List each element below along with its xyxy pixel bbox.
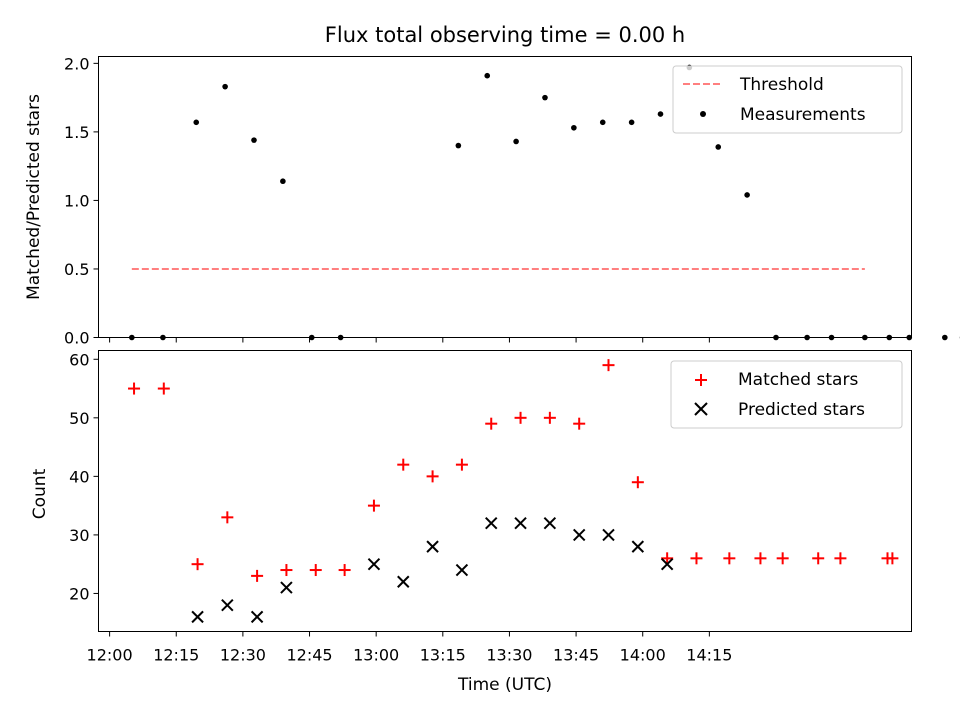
matched-star-point <box>834 552 847 565</box>
measurement-point <box>222 83 228 90</box>
x-tick-label: 13:15 <box>420 646 466 665</box>
measurement-point <box>455 142 462 149</box>
matched-star-point <box>191 558 204 571</box>
measurement-point <box>599 119 606 126</box>
predicted-star-point <box>543 516 557 530</box>
top-panel: 0.00.51.01.52.0 Matched/Predicted stars … <box>24 54 960 348</box>
matched-star-point <box>455 458 468 471</box>
predicted-star-point <box>280 581 293 594</box>
top-y-tick-label: 0.5 <box>64 260 89 279</box>
matched-star-point <box>338 564 351 577</box>
x-tick-label: 12:45 <box>286 646 332 665</box>
measurement-point <box>571 124 577 131</box>
matched-star-point <box>812 552 825 565</box>
top-y-tick-label: 1.5 <box>64 123 89 142</box>
x-tick-label: 14:00 <box>620 646 666 665</box>
measurement-point <box>193 119 200 126</box>
x-tick-label: 12:15 <box>153 646 199 665</box>
matched-star-point <box>397 458 410 471</box>
predicted-star-point <box>455 563 469 577</box>
x-tick-label: 13:45 <box>553 646 599 665</box>
predicted-star-point <box>485 516 498 530</box>
matched-star-point <box>754 552 767 565</box>
top-y-axis-label: Matched/Predicted stars <box>24 94 44 300</box>
matched-star-point <box>221 511 234 524</box>
legend-matched-label: Matched stars <box>738 370 858 390</box>
bottom-y-tick-label: 30 <box>69 526 89 545</box>
matched-star-point <box>690 552 703 565</box>
chart-title: Flux total observing time = 0.00 h <box>325 23 685 47</box>
bottom-y-tick-label: 40 <box>69 467 89 486</box>
predicted-star-point <box>514 516 527 530</box>
matched-star-point <box>514 411 527 424</box>
matched-star-point <box>128 382 141 395</box>
matched-star-point <box>426 470 439 483</box>
predicted-star-point <box>191 610 204 624</box>
bottom-axes-frame <box>98 350 912 632</box>
measurement-point <box>484 72 491 79</box>
measurement-point <box>657 111 664 117</box>
bottom-legend: Matched stars Predicted stars <box>670 360 903 429</box>
matched-star-point <box>543 411 556 424</box>
measurement-point <box>715 144 722 150</box>
bottom-y-tick-label: 20 <box>69 584 89 603</box>
legend-measurements-swatch <box>700 111 706 117</box>
measurement-point <box>942 334 948 341</box>
measurement-point <box>280 178 286 185</box>
predicted-star-point <box>221 598 234 612</box>
measurement-point <box>251 137 257 143</box>
top-legend: Threshold Measurements <box>672 65 903 134</box>
x-tick-label: 13:00 <box>353 646 399 665</box>
matched-star-point <box>602 359 615 372</box>
matched-star-point <box>251 569 264 582</box>
matched-star-point <box>157 382 170 395</box>
top-y-tick-label: 1.0 <box>64 191 89 210</box>
predicted-star-point <box>602 528 615 542</box>
legend-threshold-label: Threshold <box>739 75 824 95</box>
x-tick-label: 12:00 <box>87 646 133 665</box>
measurement-point <box>628 119 635 126</box>
predicted-star-point <box>660 557 674 571</box>
matched-star-point <box>723 552 736 565</box>
matched-star-point <box>309 564 322 577</box>
top-y-tick-label: 0.0 <box>64 329 89 348</box>
predicted-star-point <box>367 557 381 571</box>
predicted-star-point <box>250 610 264 624</box>
bottom-y-tick-label: 50 <box>69 409 89 428</box>
legend-measurements-label: Measurements <box>740 105 866 125</box>
matched-star-point <box>485 417 498 430</box>
predicted-star-point <box>397 575 410 588</box>
x-tick-label: 12:30 <box>220 646 266 665</box>
matched-star-point <box>661 552 674 565</box>
x-tick-label: 13:30 <box>486 646 532 665</box>
bottom-y-axis-label: Count <box>30 468 50 519</box>
matched-star-point <box>886 552 899 565</box>
measurement-point <box>744 192 750 198</box>
legend-predicted-swatch <box>694 402 708 416</box>
predicted-star-point <box>572 528 586 542</box>
legend-predicted-label: Predicted stars <box>738 400 865 420</box>
matched-star-point <box>573 417 586 430</box>
predicted-star-point <box>631 540 645 553</box>
predicted-star-point <box>426 540 439 553</box>
x-axis-label: Time (UTC) <box>457 675 552 695</box>
matched-star-point <box>367 499 380 512</box>
top-y-tick-label: 2.0 <box>64 54 89 73</box>
measurement-point <box>542 94 548 101</box>
bottom-y-tick-label: 60 <box>69 350 89 369</box>
matched-star-point <box>776 552 789 565</box>
x-tick-label: 14:15 <box>686 646 732 665</box>
matched-star-point <box>631 476 644 489</box>
top-axes-frame <box>98 56 912 338</box>
legend-matched-swatch <box>695 374 707 386</box>
measurement-point <box>513 138 519 145</box>
matched-star-point <box>280 564 293 577</box>
bottom-panel: 20 30 40 50 60 12:00 12:15 12:30 12:45 13:00 13:1… <box>30 350 912 695</box>
